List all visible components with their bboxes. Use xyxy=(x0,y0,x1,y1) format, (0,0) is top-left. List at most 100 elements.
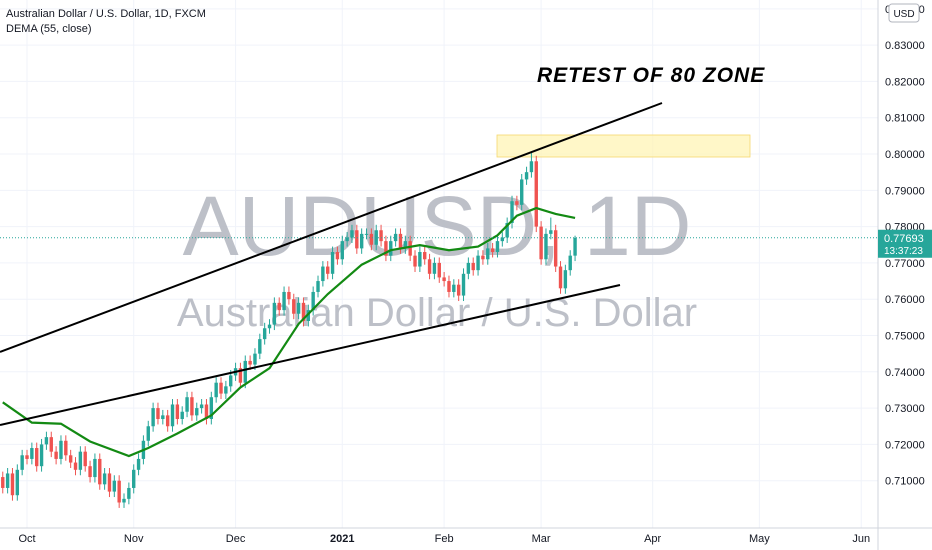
candle-body xyxy=(456,284,461,296)
y-tick-label: 0.77000 xyxy=(885,258,925,270)
candle-body xyxy=(292,299,296,314)
candle-body xyxy=(20,455,24,470)
candle-body xyxy=(83,451,87,467)
y-tick-label: 0.82000 xyxy=(885,76,925,88)
candle-body xyxy=(243,360,247,383)
candle-body xyxy=(132,469,136,488)
candle-body xyxy=(15,469,20,496)
candle-body xyxy=(59,440,63,459)
candle-body xyxy=(248,360,252,365)
candle-body xyxy=(170,404,175,427)
candle-body xyxy=(539,226,543,260)
indicator-line xyxy=(2,206,576,458)
candle-body xyxy=(25,455,29,459)
candle-body xyxy=(224,386,228,394)
candle-body xyxy=(500,237,505,242)
candle-body xyxy=(151,408,155,427)
x-tick-label: Oct xyxy=(18,533,35,545)
candle-body xyxy=(461,273,466,296)
trend-line xyxy=(0,102,663,353)
candle-body xyxy=(423,252,427,260)
candle-body xyxy=(199,404,204,409)
zone-box xyxy=(496,134,751,158)
candle-body xyxy=(379,230,383,242)
candle-body xyxy=(267,324,272,329)
candle-body xyxy=(258,339,262,354)
candle-body xyxy=(204,404,209,419)
candle-body xyxy=(486,248,490,260)
currency-box[interactable] xyxy=(888,3,920,23)
candle-body xyxy=(432,262,437,274)
y-tick-label: 0.81000 xyxy=(885,113,925,125)
y-tick-label: 0.75000 xyxy=(885,331,925,343)
candle-body xyxy=(534,161,538,227)
candle-body xyxy=(529,161,534,173)
candle-body xyxy=(1,477,5,488)
candle-body xyxy=(282,291,286,311)
candle-body xyxy=(287,291,291,300)
candle-body xyxy=(481,255,485,260)
candle-body xyxy=(490,248,495,253)
x-tick-label: Feb xyxy=(435,533,454,545)
chart-title: Australian Dollar / U.S. Dollar, 1D, FXC… xyxy=(6,8,206,20)
candle-body xyxy=(209,397,214,419)
candle-body xyxy=(335,252,340,260)
candle-body xyxy=(35,448,39,467)
countdown: 13:37:23 xyxy=(884,246,923,257)
candle-body xyxy=(515,201,519,205)
candle-body xyxy=(219,382,223,394)
candle-body xyxy=(524,172,529,180)
y-tick-label: 0.80000 xyxy=(885,149,925,161)
candle-body xyxy=(398,233,403,249)
currency: USD xyxy=(893,9,914,20)
candle-body xyxy=(78,451,83,470)
candle-body xyxy=(64,440,68,456)
candle-body xyxy=(122,498,126,503)
candle-body xyxy=(442,277,446,282)
x-tick-label: Mar xyxy=(532,533,551,545)
candle-body xyxy=(389,241,393,256)
candle-body xyxy=(330,252,335,274)
candle-body xyxy=(98,458,102,485)
candle-body xyxy=(180,411,184,419)
candle-body xyxy=(296,302,301,314)
trend-line xyxy=(0,284,621,426)
candle-body xyxy=(112,480,117,492)
candle-body xyxy=(345,237,349,242)
candle-body xyxy=(190,397,194,416)
y-tick-label: 0.76000 xyxy=(885,294,925,306)
candle-body xyxy=(374,230,378,245)
y-tick-label: 0.73000 xyxy=(885,403,925,415)
candle-body xyxy=(165,415,170,427)
candle-body xyxy=(238,368,243,383)
candle-body xyxy=(117,480,121,503)
candle-body xyxy=(558,266,563,289)
candle-body xyxy=(340,241,344,260)
candle-body xyxy=(355,230,359,249)
candle-body xyxy=(553,230,558,267)
candle-body xyxy=(30,448,34,459)
annotation: RETEST OF 80 ZONE xyxy=(537,64,765,87)
candle-body xyxy=(369,233,374,245)
candle-body xyxy=(326,266,330,274)
candle-body xyxy=(544,233,548,260)
y-tick-label: 0.71000 xyxy=(885,476,925,488)
candle-body xyxy=(393,233,398,242)
candle-body xyxy=(408,241,412,256)
candle-body xyxy=(161,415,165,419)
candle-body xyxy=(520,179,524,205)
candle-body xyxy=(568,255,572,271)
x-tick-label: Apr xyxy=(644,533,661,545)
y-tick-label: 0.72000 xyxy=(885,439,925,451)
candle-body xyxy=(136,458,141,470)
candle-body xyxy=(384,241,388,256)
candle-body xyxy=(549,230,553,234)
candle-body xyxy=(466,262,471,274)
candle-body xyxy=(185,397,189,412)
candle-body xyxy=(476,255,480,271)
x-tick-label: Jun xyxy=(852,533,870,545)
candle-body xyxy=(49,437,53,452)
candle-body xyxy=(102,473,107,485)
x-tick-label: Dec xyxy=(226,533,246,545)
